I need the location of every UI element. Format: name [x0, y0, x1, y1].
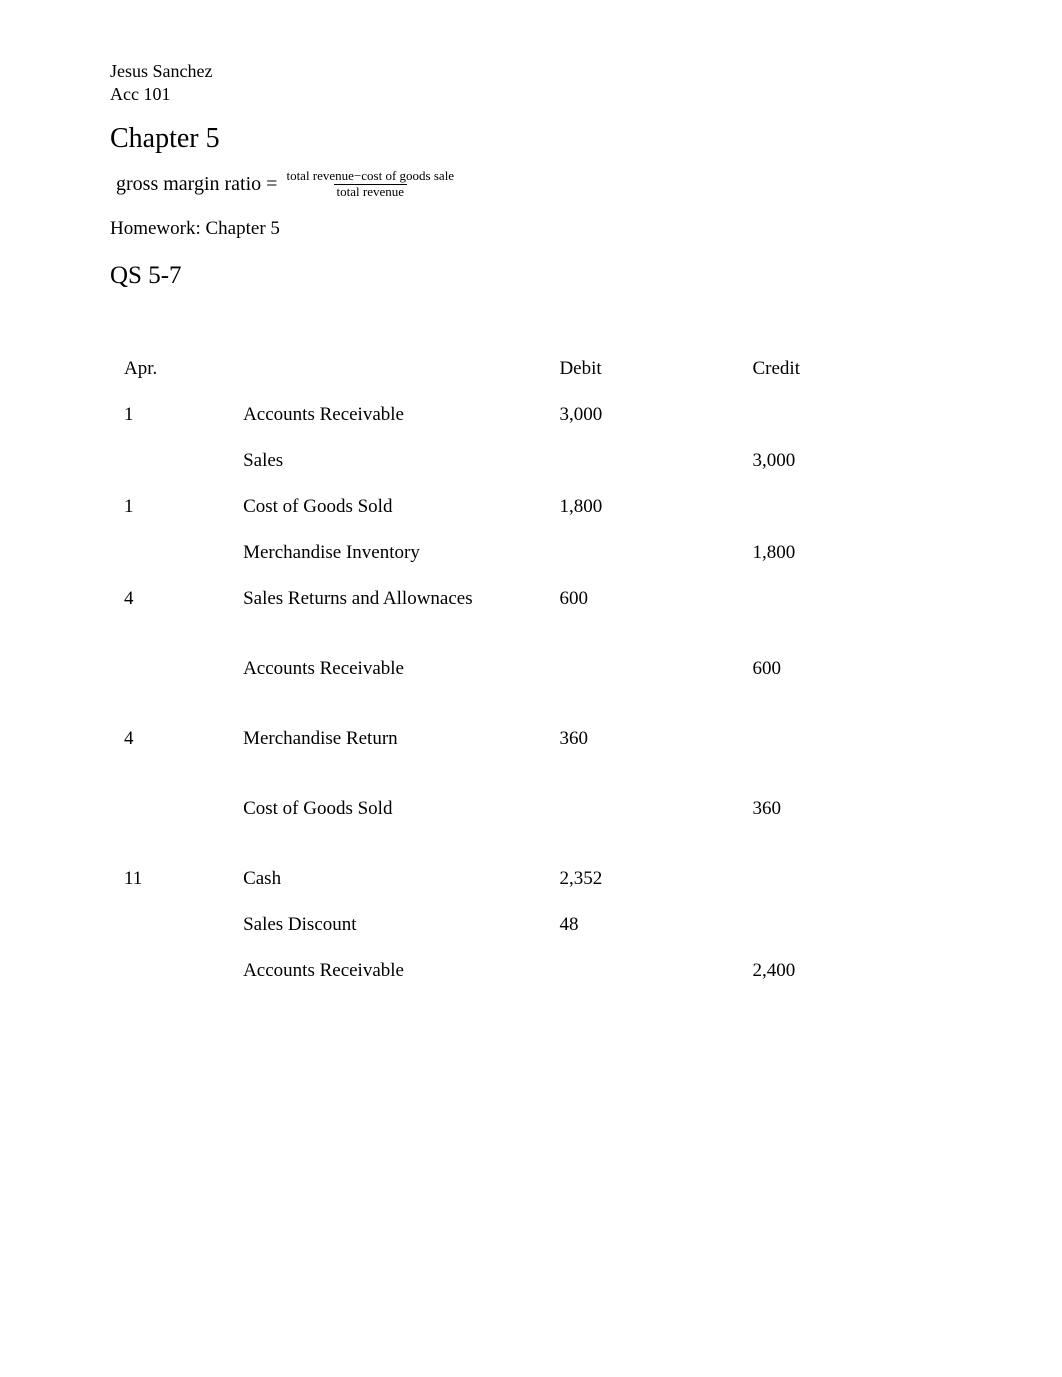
cell-credit: [742, 718, 948, 784]
cell-credit: 360: [742, 788, 948, 854]
cell-debit: 1,800: [549, 486, 738, 528]
formula-lhs: gross margin ratio =: [116, 173, 277, 196]
cell-credit: 600: [742, 648, 948, 714]
cell-account: Accounts Receivable: [233, 394, 545, 436]
cell-date: [114, 648, 229, 714]
cell-debit: 3,000: [549, 394, 738, 436]
cell-date: [114, 950, 229, 992]
cell-credit: [742, 394, 948, 436]
cell-debit: [549, 440, 738, 482]
cell-debit: [549, 648, 738, 714]
cell-credit: 1,800: [742, 532, 948, 574]
cell-debit: [549, 788, 738, 854]
col-account: [233, 348, 545, 390]
cell-debit: [549, 532, 738, 574]
cell-date: 1: [114, 394, 229, 436]
formula-numerator: total revenue−cost of goods sale: [283, 169, 457, 184]
table-row: Sales Discount48: [114, 904, 948, 946]
cell-credit: 2,400: [742, 950, 948, 992]
cell-debit: 2,352: [549, 858, 738, 900]
journal-body: 1Accounts Receivable3,000Sales3,0001Cost…: [114, 394, 948, 992]
cell-date: 11: [114, 858, 229, 900]
cell-date: 4: [114, 718, 229, 784]
cell-account: Cash: [233, 858, 545, 900]
cell-date: [114, 904, 229, 946]
course-code: Acc 101: [110, 83, 952, 106]
table-row: Cost of Goods Sold 360: [114, 788, 948, 854]
col-credit: Credit: [742, 348, 948, 390]
table-row: 1Cost of Goods Sold1,800: [114, 486, 948, 528]
cell-account: Cost of Goods Sold: [233, 486, 545, 528]
journal-table: Apr. Debit Credit 1Accounts Receivable3,…: [110, 344, 952, 996]
col-debit: Debit: [549, 348, 738, 390]
cell-credit: 3,000: [742, 440, 948, 482]
table-row: 4Merchandise Return360: [114, 718, 948, 784]
cell-account: Accounts Receivable: [233, 648, 545, 714]
homework-label: Homework: Chapter 5: [110, 218, 952, 240]
formula-denominator: total revenue: [334, 184, 408, 200]
cell-credit: [742, 578, 948, 644]
cell-debit: 360: [549, 718, 738, 784]
cell-debit: 600: [549, 578, 738, 644]
chapter-title: Chapter 5: [110, 123, 952, 155]
table-row: Accounts Receivable 600: [114, 648, 948, 714]
table-header-row: Apr. Debit Credit: [114, 348, 948, 390]
cell-credit: [742, 904, 948, 946]
cell-debit: [549, 950, 738, 992]
cell-date: 1: [114, 486, 229, 528]
cell-credit: [742, 858, 948, 900]
cell-account: Merchandise Inventory: [233, 532, 545, 574]
cell-debit: 48: [549, 904, 738, 946]
cell-account: Sales Discount: [233, 904, 545, 946]
table-row: 11Cash2,352: [114, 858, 948, 900]
cell-account: Sales Returns and Allownaces: [233, 578, 545, 644]
cell-date: [114, 532, 229, 574]
table-row: 1Accounts Receivable3,000: [114, 394, 948, 436]
cell-account: Cost of Goods Sold: [233, 788, 545, 854]
table-row: Accounts Receivable 2,400: [114, 950, 948, 992]
cell-date: [114, 440, 229, 482]
cell-account: Accounts Receivable: [233, 950, 545, 992]
cell-account: Sales: [233, 440, 545, 482]
gross-margin-formula: gross margin ratio = total revenue−cost …: [116, 169, 952, 200]
cell-date: [114, 788, 229, 854]
cell-credit: [742, 486, 948, 528]
cell-date: 4: [114, 578, 229, 644]
col-date: Apr.: [114, 348, 229, 390]
table-row: Merchandise Inventory 1,800: [114, 532, 948, 574]
table-row: Sales 3,000: [114, 440, 948, 482]
student-name: Jesus Sanchez: [110, 60, 952, 83]
section-label: QS 5-7: [110, 262, 952, 290]
cell-account: Merchandise Return: [233, 718, 545, 784]
table-row: 4Sales Returns and Allownaces600: [114, 578, 948, 644]
formula-fraction: total revenue−cost of goods sale total r…: [283, 169, 457, 200]
